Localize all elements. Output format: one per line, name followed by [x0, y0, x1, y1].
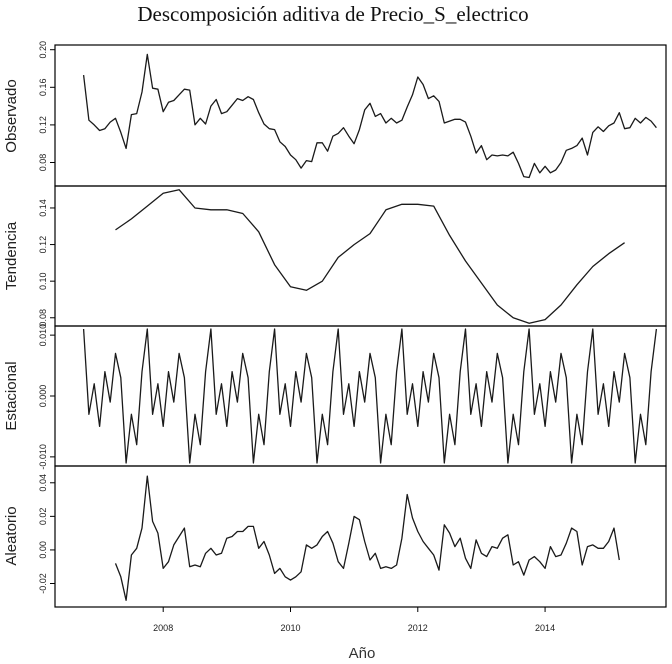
y-tick-label: 0.08 — [38, 154, 48, 172]
panel-ylabel: Observado — [3, 79, 20, 152]
x-tick-label: 2008 — [153, 623, 173, 633]
panel-estacional: Estacional -0.010 0.000 0.010 — [3, 324, 667, 470]
y-tick-label: 0.02 — [38, 508, 48, 526]
y-tick-label: -0.010 — [38, 444, 48, 470]
series-line — [115, 189, 625, 324]
panel-observado: Observado 0.08 0.12 0.16 0.20 — [3, 41, 667, 187]
y-tick-label: 0.16 — [38, 79, 48, 97]
y-axis: -0.010 0.000 0.010 — [38, 324, 55, 470]
chart-title: Descomposición aditiva de Precio_S_elect… — [137, 2, 528, 26]
panel-frame — [54, 465, 667, 608]
y-tick-label: 0.12 — [38, 116, 48, 134]
series-line — [82, 53, 657, 179]
y-tick-label: 0.12 — [38, 236, 48, 254]
y-tick-label: 0.04 — [38, 474, 48, 492]
panel-aleatorio: Aleatorio -0.02 0.00 0.02 0.04 — [3, 465, 667, 608]
panel-tendencia: Tendencia 0.08 0.10 0.12 0.14 — [3, 185, 667, 327]
y-tick-label: 0.20 — [38, 41, 48, 59]
y-tick-label: 0.010 — [38, 324, 48, 347]
y-tick-label: -0.02 — [38, 573, 48, 594]
y-tick-label: 0.08 — [38, 309, 48, 327]
y-axis: -0.02 0.00 0.02 0.04 — [38, 474, 55, 594]
series-line — [114, 475, 620, 601]
x-tick-label: 2012 — [408, 623, 428, 633]
panel-frame — [54, 44, 667, 187]
y-tick-label: 0.14 — [38, 199, 48, 217]
y-axis: 0.08 0.10 0.12 0.14 — [38, 199, 55, 327]
series-line — [82, 328, 658, 464]
y-tick-label: 0.10 — [38, 272, 48, 290]
x-tick-label: 2014 — [535, 623, 555, 633]
x-axis: 2008 2010 2012 2014 — [153, 607, 555, 633]
panel-frame — [54, 325, 667, 467]
x-axis-label: Año — [349, 645, 376, 662]
panel-ylabel: Aleatorio — [3, 506, 20, 565]
x-tick-label: 2010 — [280, 623, 300, 633]
y-axis: 0.08 0.12 0.16 0.20 — [38, 41, 55, 171]
panel-ylabel: Tendencia — [3, 221, 20, 290]
y-tick-label: 0.000 — [38, 385, 48, 408]
panel-ylabel: Estacional — [3, 361, 20, 430]
y-tick-label: 0.00 — [38, 541, 48, 559]
